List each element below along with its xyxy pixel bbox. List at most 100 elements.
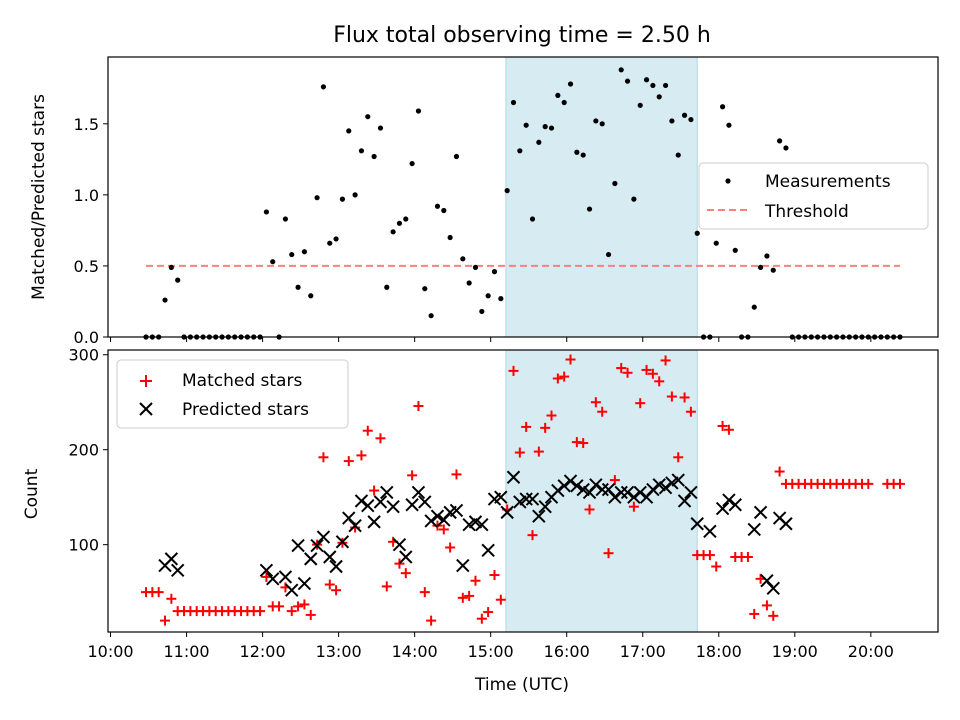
predicted-stars-point [329, 559, 343, 574]
x-b [304, 552, 318, 566]
measurement-point [327, 240, 333, 246]
matched-stars-point [641, 364, 652, 375]
measurement-point [333, 236, 339, 242]
matched-stars-point [350, 522, 361, 533]
y-tick-label: 0.0 [74, 328, 99, 347]
top-legend-box [698, 162, 929, 230]
x-b [424, 514, 438, 528]
matched-stars-point [381, 581, 392, 592]
x-tick-label: 10:00 [87, 642, 133, 661]
legend-matched-marker [140, 375, 152, 387]
measurement-point [764, 253, 770, 259]
predicted-stars-point [367, 515, 381, 529]
predicted-stars-point [399, 550, 413, 564]
measurement-point [688, 116, 694, 123]
x-b [747, 522, 761, 537]
predicted-stars-point [291, 538, 305, 553]
matched-stars-point [153, 587, 164, 598]
measurement-point [624, 78, 631, 84]
x-b [671, 473, 685, 487]
predicted-stars-point [297, 576, 312, 591]
bottom-legend-box [116, 359, 349, 429]
y-tick-label: 200 [68, 441, 99, 460]
measurement-point [339, 196, 346, 202]
predicted-stars-point [405, 498, 419, 512]
measurement-point [352, 192, 358, 198]
matched-stars-point [546, 410, 557, 421]
x-b [405, 498, 419, 512]
measurement-point [555, 92, 561, 98]
matched-stars-point [685, 406, 696, 417]
x-b [361, 499, 375, 513]
matched-stars-point [464, 590, 475, 601]
x-b [715, 501, 730, 516]
predicted-stars-point [557, 479, 571, 493]
x-b [690, 517, 704, 531]
y-tick-label: 1.5 [74, 115, 99, 134]
measurement-point [447, 234, 453, 241]
matched-stars-point [673, 452, 684, 463]
matched-stars-point [375, 433, 386, 444]
measurement-point [561, 99, 567, 106]
measurement-point [751, 304, 757, 310]
predicted-stars-point [690, 517, 704, 531]
x-b [456, 558, 470, 573]
measurement-point [453, 153, 460, 160]
measurement-point [536, 139, 542, 145]
matched-stars-point [160, 615, 171, 626]
x-b [500, 505, 514, 520]
measurement-point [631, 196, 637, 202]
measurement-point [485, 293, 491, 299]
x-tick-label: 15:00 [468, 642, 514, 661]
x-b [329, 559, 343, 574]
measurement-point [460, 256, 466, 262]
measurement-point [713, 240, 719, 246]
x-b [164, 552, 179, 566]
x-b [658, 480, 673, 495]
x-b [335, 535, 350, 549]
matched-stars-point [768, 610, 779, 621]
matched-stars-point [584, 504, 595, 515]
y-tick-label: 1.0 [74, 186, 99, 205]
measurement-point [428, 313, 434, 319]
x-b [633, 485, 647, 500]
measurement-point [168, 264, 174, 270]
matched-stars-point [255, 606, 266, 617]
measurement-point [415, 108, 422, 114]
matched-stars-point [654, 376, 665, 387]
predicted-stars-point [348, 518, 362, 533]
x-b [278, 570, 293, 584]
predicted-stars-point [449, 503, 464, 518]
matched-stars-point [483, 607, 494, 618]
x-axis-label: Time (UTC) [474, 675, 569, 695]
matched-stars-point [578, 438, 589, 449]
x-b [608, 490, 622, 504]
measurement-point [510, 99, 517, 106]
predicted-stars-point [614, 485, 628, 500]
matched-stars-point [331, 585, 342, 596]
matched-stars-point [863, 478, 874, 489]
x-b [703, 524, 717, 539]
matched-stars-point [616, 363, 627, 374]
measurement-point [574, 149, 580, 155]
measurement-point [301, 249, 308, 255]
matched-stars-point [894, 478, 905, 489]
predicted-stars-point [646, 482, 660, 497]
x-b [266, 572, 280, 586]
matched-stars-point [457, 592, 468, 603]
measurement-point [567, 81, 574, 87]
x-b [380, 485, 394, 500]
matched-stars-point [489, 570, 500, 581]
measurement-point [770, 267, 776, 273]
predicted-stars-point [608, 490, 622, 504]
top-legend: Measurements Threshold [698, 162, 929, 230]
x-b [595, 482, 609, 497]
x-b [646, 482, 660, 497]
x-b [170, 563, 185, 577]
matched-stars-point [432, 520, 443, 531]
matched-stars-point [660, 355, 671, 366]
measurement-point [681, 112, 688, 118]
predicted-stars-point [354, 494, 369, 508]
predicted-stars-point [304, 552, 318, 566]
